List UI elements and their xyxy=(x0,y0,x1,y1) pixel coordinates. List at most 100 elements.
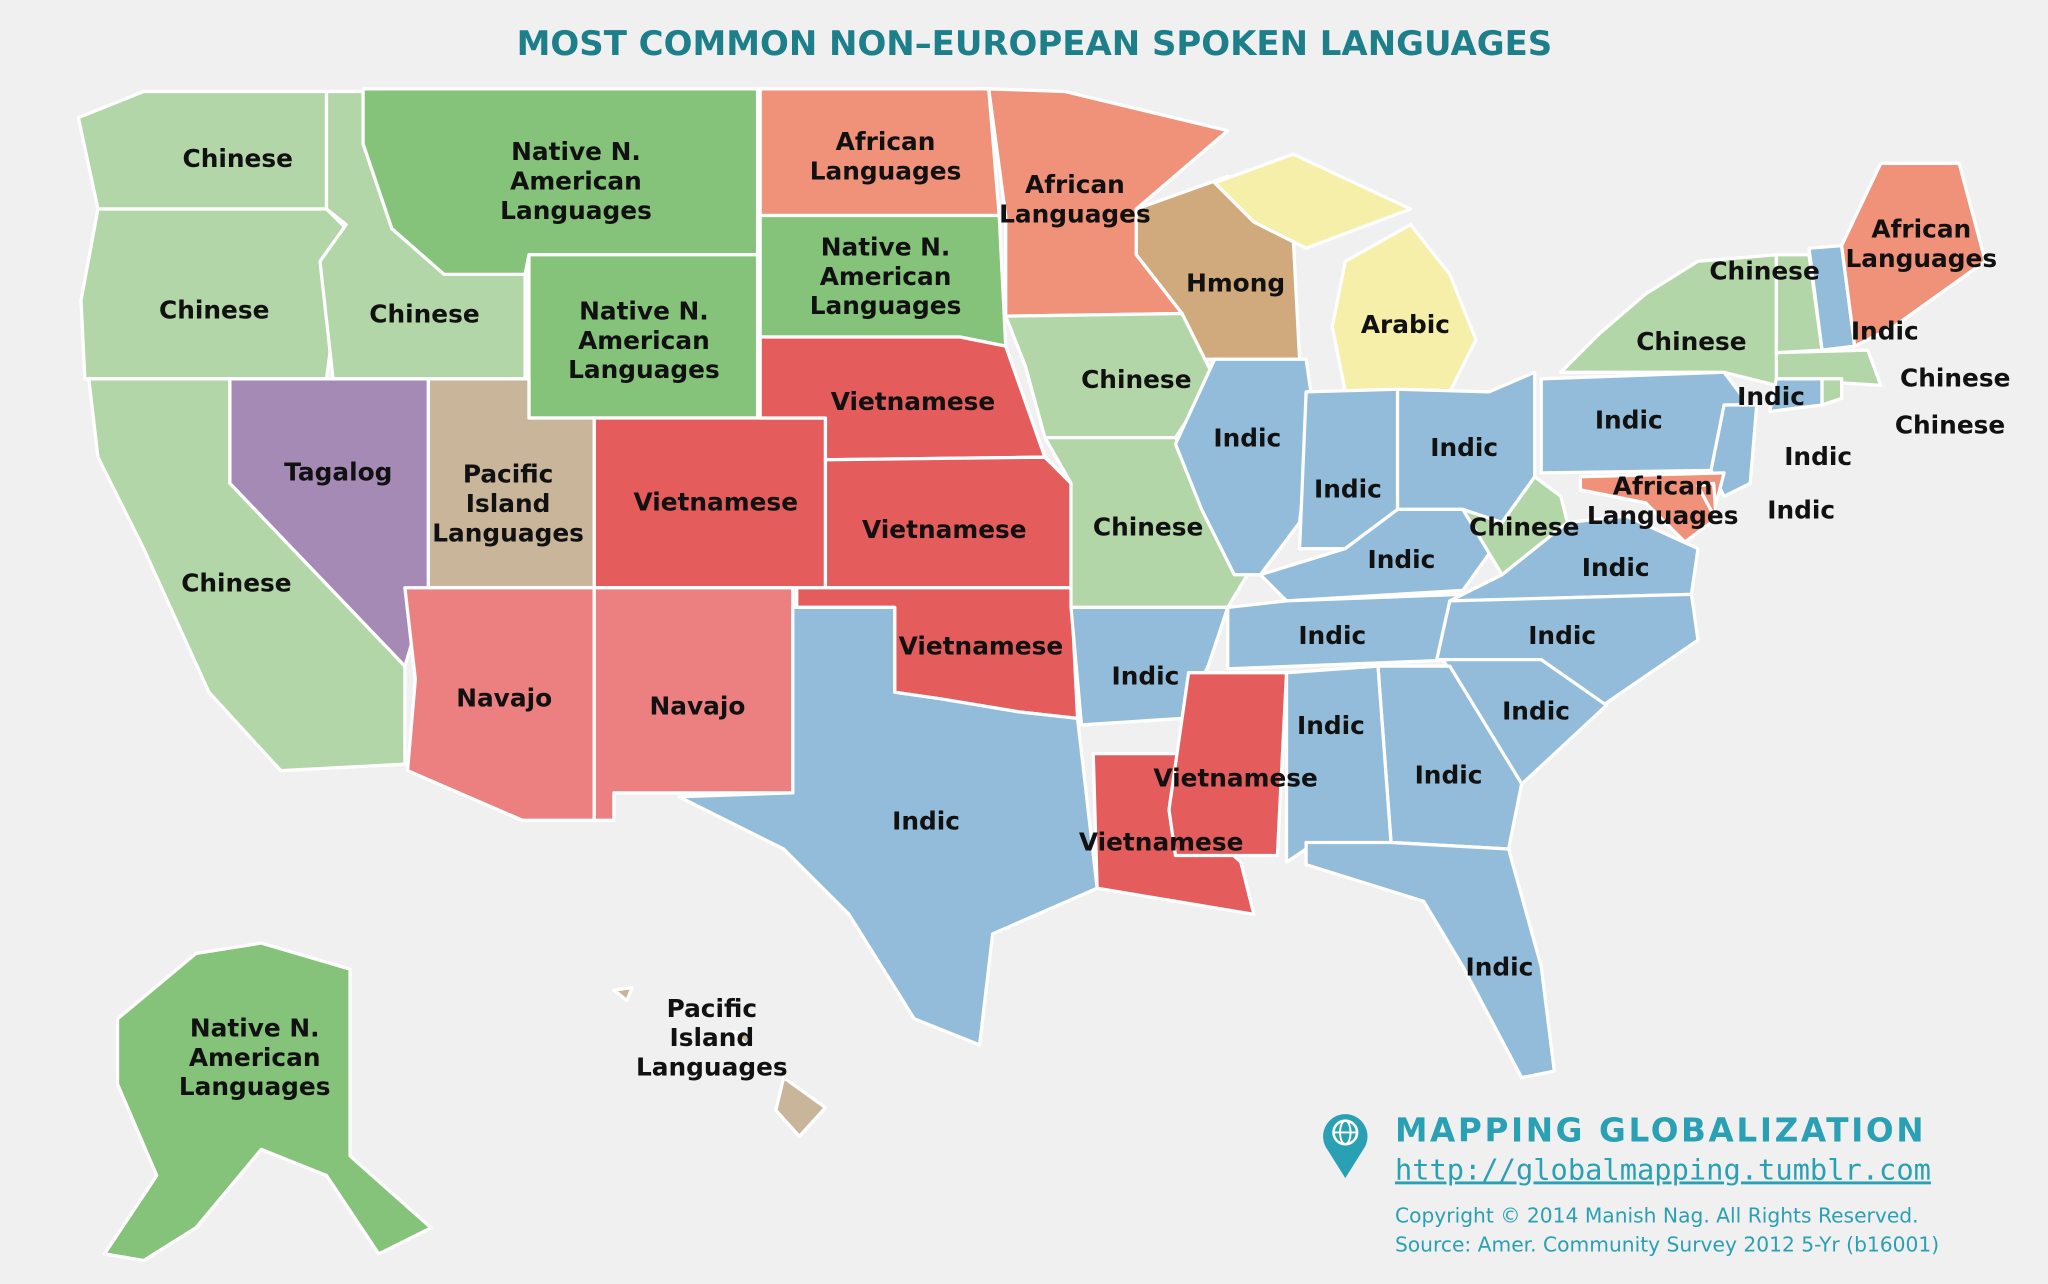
label-line: Tagalog xyxy=(284,458,392,487)
branding: MAPPING GLOBALIZATION http://globalmappi… xyxy=(1323,1112,1939,1256)
label-line: Indic xyxy=(892,806,960,835)
state-label: Indic xyxy=(1784,442,1852,471)
state-label: Indic xyxy=(892,806,960,835)
label-line: American xyxy=(820,262,952,291)
state-label: Indic xyxy=(1466,953,1534,982)
state-label: Indic xyxy=(1430,433,1498,462)
state-label: Indic xyxy=(1314,475,1382,504)
state-label: Vietnamese xyxy=(862,515,1027,544)
map-title: MOST COMMON NON–EUROPEAN SPOKEN LANGUAGE… xyxy=(517,24,1553,64)
label-line: Chinese xyxy=(1709,257,1819,286)
brand-url[interactable]: http://globalmapping.tumblr.com xyxy=(1395,1152,1931,1186)
state-label: Indic xyxy=(1851,317,1919,346)
state-label: Native N. American Languages xyxy=(500,137,652,225)
state-label: Chinese xyxy=(1895,411,2005,440)
state-label: Vietnamese xyxy=(1079,827,1244,856)
state-label: Chinese xyxy=(1081,365,1191,394)
state-label: Indic xyxy=(1502,697,1570,726)
state-label: Indic xyxy=(1767,496,1835,525)
label-line: American xyxy=(189,1043,321,1072)
label-line: Vietnamese xyxy=(831,387,996,416)
state-label: Vietnamese xyxy=(899,631,1064,660)
label-line: Languages xyxy=(999,199,1151,228)
state-label: Hmong xyxy=(1186,268,1285,297)
state xyxy=(79,207,348,381)
state xyxy=(1330,223,1478,394)
state-label: Native N. American Languages xyxy=(568,296,720,384)
label-line: Languages xyxy=(810,156,962,185)
state-label: Navajo xyxy=(456,684,552,713)
label-line: Languages xyxy=(1845,244,1997,273)
state-label: Chinese xyxy=(181,569,291,598)
state-label: Indic xyxy=(1595,405,1663,434)
source: Source: Amer. Community Survey 2012 5-Yr… xyxy=(1395,1232,1939,1256)
label-line: Indic xyxy=(1213,424,1281,453)
label-line: Native N. xyxy=(511,137,641,166)
copyright: Copyright © 2014 Manish Nag. All Rights … xyxy=(1395,1204,1919,1228)
label-line: Chinese xyxy=(1081,365,1191,394)
label-line: Navajo xyxy=(650,691,746,720)
state-label: Indic xyxy=(1213,424,1281,453)
label-line: Indic xyxy=(1314,475,1382,504)
label-line: Chinese xyxy=(1636,327,1746,356)
label-line: Languages xyxy=(568,355,720,384)
state xyxy=(1696,481,1718,522)
label-line: Languages xyxy=(432,518,584,547)
label-line: Chinese xyxy=(1469,513,1579,542)
label-line: Indic xyxy=(1767,496,1835,525)
state-label: Arabic xyxy=(1361,310,1450,339)
label-line: Chinese xyxy=(369,300,479,329)
label-line: Vietnamese xyxy=(899,631,1064,660)
state-label: Chinese xyxy=(1093,513,1203,542)
label-line: Languages xyxy=(179,1072,331,1101)
logo-globe xyxy=(1339,1119,1352,1146)
state-label: Indic xyxy=(1737,382,1805,411)
state xyxy=(1839,161,1987,348)
state-label: African Languages xyxy=(810,127,962,185)
state-label: Vietnamese xyxy=(831,387,996,416)
state xyxy=(592,586,795,822)
label-line: Chinese xyxy=(1895,411,2005,440)
label-line: Vietnamese xyxy=(1079,827,1244,856)
label-line: Indic xyxy=(1298,621,1366,650)
label-line: African xyxy=(1025,170,1125,199)
label-line: Indic xyxy=(1528,621,1596,650)
label-line: Native N. xyxy=(190,1013,320,1042)
label-line: Indic xyxy=(1415,761,1483,790)
state-label: Indic xyxy=(1298,621,1366,650)
label-line: African xyxy=(1613,472,1713,501)
state xyxy=(1213,152,1413,250)
state-label: Indic xyxy=(1528,621,1596,650)
state-label: Chinese xyxy=(1636,327,1746,356)
state-label: Indic xyxy=(1112,661,1180,690)
state-label: Vietnamese xyxy=(1153,763,1318,792)
label-line: Arabic xyxy=(1361,310,1450,339)
state-label: Navajo xyxy=(650,691,746,720)
state-label: Chinese xyxy=(1469,513,1579,542)
state-label: Indic xyxy=(1297,711,1365,740)
label-line: Languages xyxy=(810,291,962,320)
label-line: Indic xyxy=(1297,711,1365,740)
states xyxy=(76,87,1987,1263)
label-line: Chinese xyxy=(1900,364,2010,393)
state xyxy=(102,941,433,1263)
state xyxy=(774,1075,828,1138)
state xyxy=(1167,671,1289,858)
label-line: American xyxy=(578,326,710,355)
label-line: Hmong xyxy=(1186,268,1285,297)
label-line: Pacific xyxy=(667,994,758,1023)
state xyxy=(1820,377,1844,407)
state-label: Native N. American Languages xyxy=(810,232,962,320)
label-line: Island xyxy=(466,489,551,518)
state-label: Pacific Island Languages xyxy=(432,460,584,548)
label-line: Chinese xyxy=(159,296,269,325)
state-label: African Languages xyxy=(1845,214,1997,272)
label-line: Native N. xyxy=(821,232,951,261)
state-label: Chinese xyxy=(1709,257,1819,286)
state-label: African Languages xyxy=(1587,472,1739,530)
state-label: Pacific Island Languages xyxy=(636,994,788,1082)
label-line: African xyxy=(1871,214,1971,243)
label-line: Indic xyxy=(1368,545,1436,574)
